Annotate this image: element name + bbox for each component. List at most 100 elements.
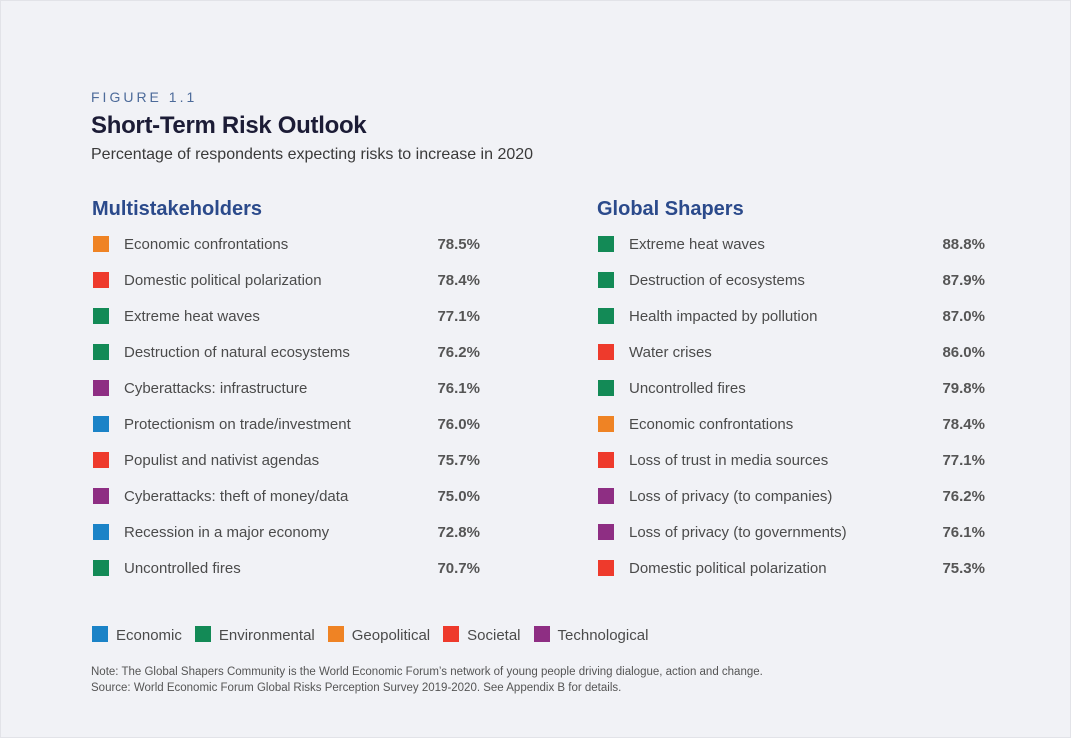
legend-label: Environmental xyxy=(218,627,315,644)
category-swatch-icon xyxy=(93,272,109,288)
footnote: Note: The Global Shapers Community is th… xyxy=(91,664,763,696)
category-swatch-icon xyxy=(93,236,109,252)
category-swatch-icon xyxy=(598,308,614,324)
risk-percentage: 76.0% xyxy=(437,416,480,433)
risk-label: Destruction of natural ecosystems xyxy=(124,344,350,361)
category-swatch-icon xyxy=(598,344,614,360)
legend-swatch-icon xyxy=(533,626,550,642)
risk-label: Loss of privacy (to governments) xyxy=(629,524,847,541)
category-swatch-icon xyxy=(93,488,109,504)
risk-percentage: 77.1% xyxy=(437,308,480,325)
risk-percentage: 75.7% xyxy=(437,452,480,469)
legend-label: Geopolitical xyxy=(351,627,431,644)
category-swatch-icon xyxy=(598,416,614,432)
legend-item: Economic xyxy=(92,626,182,645)
risk-row: Water crises 86.0% xyxy=(597,344,985,380)
category-swatch-icon xyxy=(598,452,614,468)
risk-percentage: 78.5% xyxy=(437,236,480,253)
category-swatch-icon xyxy=(598,488,614,504)
risk-row: Populist and nativist agendas 75.7% xyxy=(92,452,480,488)
figure-label: FIGURE 1.1 xyxy=(91,89,198,105)
risk-percentage: 78.4% xyxy=(437,272,480,289)
risk-row: Economic confrontations 78.4% xyxy=(597,416,985,452)
risk-percentage: 75.3% xyxy=(942,560,985,577)
risk-row: Extreme heat waves 77.1% xyxy=(92,308,480,344)
column-heading: Multistakeholders xyxy=(92,198,263,220)
legend-swatch-icon xyxy=(92,626,108,642)
multistakeholders-column: Multistakeholders Economic confrontation… xyxy=(92,196,480,596)
risk-percentage: 78.4% xyxy=(942,416,985,433)
category-swatch-icon xyxy=(93,452,109,468)
risk-label: Domestic political polarization xyxy=(629,560,827,577)
legend-item: Environmental xyxy=(194,626,315,645)
risk-row: Recession in a major economy 72.8% xyxy=(92,524,480,560)
risk-label: Populist and nativist agendas xyxy=(124,452,320,469)
figure-subtitle: Percentage of respondents expecting risk… xyxy=(91,146,534,163)
risk-label: Protectionism on trade/investment xyxy=(124,416,351,433)
legend-label: Technological xyxy=(557,627,649,644)
category-swatch-icon xyxy=(93,416,109,432)
risk-percentage: 87.0% xyxy=(942,308,985,325)
legend-swatch-icon xyxy=(327,626,344,642)
legend-item: Technological xyxy=(533,626,649,645)
risk-row: Loss of trust in media sources 77.1% xyxy=(597,452,985,488)
risk-label: Extreme heat waves xyxy=(124,308,260,325)
risk-row: Uncontrolled fires 79.8% xyxy=(597,380,985,416)
risk-label: Economic confrontations xyxy=(629,416,794,433)
global-shapers-column: Global Shapers Extreme heat waves 88.8% De… xyxy=(597,196,985,596)
risk-row: Loss of privacy (to governments) 76.1% xyxy=(597,524,985,560)
risk-label: Loss of trust in media sources xyxy=(629,452,829,469)
risk-percentage: 77.1% xyxy=(942,452,985,469)
legend-item: Societal xyxy=(443,626,521,645)
risk-row: Protectionism on trade/investment 76.0% xyxy=(92,416,480,452)
multistakeholders-list: Economic confrontations 78.5% Domestic pol… xyxy=(92,236,480,596)
risk-label: Loss of privacy (to companies) xyxy=(629,488,833,505)
risk-percentage: 87.9% xyxy=(942,272,985,289)
legend-item: Geopolitical xyxy=(327,626,431,645)
column-heading: Global Shapers xyxy=(597,198,744,220)
risk-percentage: 76.2% xyxy=(437,344,480,361)
risk-row: Economic confrontations 78.5% xyxy=(92,236,480,272)
source-text: Source: World Economic Forum Global Risk… xyxy=(91,682,622,694)
risk-row: Extreme heat waves 88.8% xyxy=(597,236,985,272)
category-swatch-icon xyxy=(93,560,109,576)
category-swatch-icon xyxy=(598,236,614,252)
risk-row: Domestic political polarization 75.3% xyxy=(597,560,985,596)
risk-percentage: 88.8% xyxy=(942,236,985,253)
legend-label: Economic xyxy=(116,627,182,644)
risk-label: Destruction of ecosystems xyxy=(629,272,805,289)
risk-row: Health impacted by pollution 87.0% xyxy=(597,308,985,344)
category-swatch-icon xyxy=(93,344,109,360)
category-swatch-icon xyxy=(93,308,109,324)
risk-row: Uncontrolled fires 70.7% xyxy=(92,560,480,596)
legend-label: Societal xyxy=(467,627,521,644)
category-swatch-icon xyxy=(93,524,109,540)
risk-label: Health impacted by pollution xyxy=(629,308,818,325)
category-swatch-icon xyxy=(598,560,614,576)
figure-title: Short-Term Risk Outlook xyxy=(91,112,367,139)
risk-label: Uncontrolled fires xyxy=(124,560,241,577)
risk-percentage: 79.8% xyxy=(942,380,985,397)
risk-percentage: 86.0% xyxy=(942,344,985,361)
legend-swatch-icon xyxy=(194,626,211,642)
risk-row: Loss of privacy (to companies) 76.2% xyxy=(597,488,985,524)
risk-row: Destruction of natural ecosystems 76.2% xyxy=(92,344,480,380)
risk-label: Economic confrontations xyxy=(124,236,289,253)
risk-row: Domestic political polarization 78.4% xyxy=(92,272,480,308)
risk-percentage: 75.0% xyxy=(437,488,480,505)
risk-label: Domestic political polarization xyxy=(124,272,322,289)
risk-percentage: 76.1% xyxy=(437,380,480,397)
note-text: Note: The Global Shapers Community is th… xyxy=(91,666,763,678)
risk-label: Cyberattacks: infrastructure xyxy=(124,380,308,397)
risk-label: Cyberattacks: theft of money/data xyxy=(124,488,349,505)
risk-label: Uncontrolled fires xyxy=(629,380,746,397)
legend-swatch-icon xyxy=(443,626,460,642)
risk-label: Recession in a major economy xyxy=(124,524,330,541)
risk-percentage: 70.7% xyxy=(437,560,480,577)
risk-label: Water crises xyxy=(629,344,712,361)
category-swatch-icon xyxy=(93,380,109,396)
risk-label: Extreme heat waves xyxy=(629,236,765,253)
risk-percentage: 76.2% xyxy=(942,488,985,505)
risk-row: Cyberattacks: theft of money/data 75.0% xyxy=(92,488,480,524)
category-swatch-icon xyxy=(598,380,614,396)
